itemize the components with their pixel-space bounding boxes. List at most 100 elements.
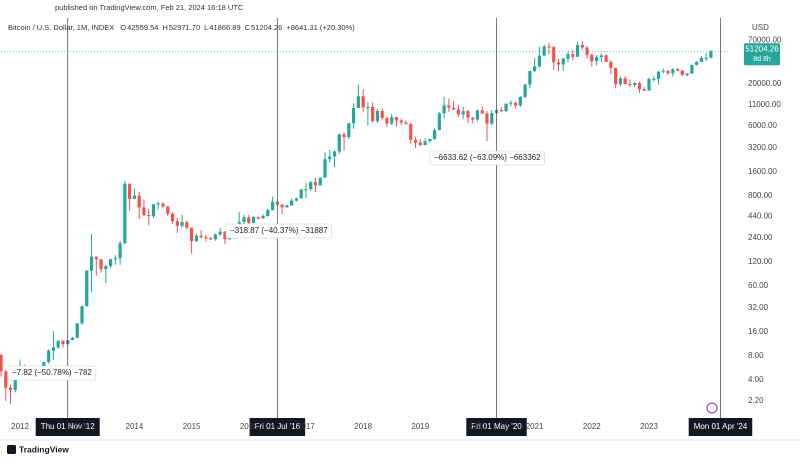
- measure-label: −6633.62 (−63.09%) −663362: [434, 153, 541, 162]
- y-tick-label: 440.00: [748, 212, 773, 221]
- candle-body: [409, 124, 413, 140]
- candle-body: [51, 347, 56, 351]
- candle-body: [609, 61, 613, 68]
- candle-body: [61, 340, 65, 345]
- published-note: published on TradingView.com, Feb 21, 20…: [55, 3, 244, 12]
- candle-body: [104, 266, 108, 270]
- candle-body: [704, 57, 708, 59]
- candle-body: [594, 57, 599, 62]
- candle-body: [394, 117, 399, 121]
- y-tick-label: 240.00: [748, 233, 773, 242]
- candle-body: [533, 66, 537, 72]
- indicator-icon: [706, 402, 718, 414]
- candle-body: [571, 54, 575, 57]
- ohlc-label: C: [245, 23, 251, 32]
- candle-body: [623, 78, 627, 84]
- candle-body: [261, 215, 265, 219]
- candle-body: [418, 142, 422, 146]
- candle-body: [709, 51, 713, 58]
- candle-body: [566, 54, 570, 59]
- candle-body: [242, 217, 246, 222]
- candle-body: [347, 123, 351, 138]
- y-tick-label: 1600.00: [748, 167, 777, 176]
- candle-body: [528, 71, 532, 85]
- candle-body: [428, 139, 432, 142]
- candle-body: [547, 46, 551, 48]
- candle-body: [75, 323, 79, 338]
- candle-body: [99, 259, 103, 270]
- candle-body: [56, 340, 60, 348]
- candle-body: [590, 54, 594, 62]
- candle-body: [113, 258, 117, 260]
- candle-body: [251, 216, 256, 223]
- marker-label-box: [35, 418, 100, 436]
- candle-body: [80, 306, 84, 324]
- candle-body: [247, 217, 251, 223]
- candle-body: [452, 107, 456, 110]
- last-price-box: [744, 43, 780, 66]
- candle-body: [699, 57, 704, 62]
- overlay: Thu 01 Nov '12 Fri 01 Jul '16 Fri 01 May '…: [7, 18, 753, 436]
- candle-body: [199, 235, 203, 238]
- candle-body: [337, 134, 341, 152]
- candle-body: [194, 235, 198, 242]
- candle-body: [170, 213, 175, 222]
- y-tick-label: 3200.00: [748, 143, 777, 152]
- marker-label: Fri 01 May '20: [471, 422, 522, 431]
- candle-body: [437, 113, 441, 131]
- marker-label: Thu 01 Nov '12: [41, 422, 96, 431]
- candle-body: [485, 113, 489, 124]
- candle-body: [647, 78, 651, 91]
- candle-body: [690, 64, 694, 74]
- x-tick-label: 2014: [126, 422, 144, 431]
- candle-body: [142, 207, 146, 216]
- candle-body: [380, 110, 384, 119]
- candle-body: [185, 222, 189, 228]
- icon-ring: [706, 402, 718, 414]
- y-tick-label: 20000.00: [748, 79, 782, 88]
- candle-body: [280, 204, 284, 208]
- ohlc-label: O: [120, 23, 126, 32]
- candle-body: [223, 231, 227, 240]
- x-tick-label: 2022: [583, 422, 601, 431]
- candle-body: [85, 270, 89, 307]
- ohlc-value: 42559.54: [127, 23, 158, 32]
- candle-body: [128, 183, 132, 199]
- marker-label-box: [249, 418, 306, 436]
- ohlc-value: 52971.70: [169, 23, 200, 32]
- candle-body: [509, 102, 513, 104]
- candle-body: [685, 73, 689, 75]
- candle-body: [556, 62, 561, 65]
- candle-body: [475, 110, 480, 120]
- y-tick-label: 6000.00: [748, 121, 777, 130]
- candle-body: [604, 55, 608, 62]
- candle-body: [285, 205, 289, 208]
- candle-body: [642, 89, 646, 91]
- y-tick-label: 4.00: [748, 375, 764, 384]
- plot-area: [0, 40, 730, 405]
- x-tick-label: 2018: [354, 422, 372, 431]
- candle-body: [151, 204, 156, 217]
- candle-body: [633, 83, 637, 86]
- y-tick-label: 800.00: [748, 191, 773, 200]
- candle-body: [342, 134, 346, 138]
- candle-body: [161, 203, 165, 207]
- candle-body: [442, 105, 446, 114]
- candle-body: [270, 201, 275, 211]
- candle-body: [189, 227, 194, 242]
- candle-body: [108, 259, 113, 267]
- measure-label: −7.82 (−50.78%) −782: [12, 368, 92, 377]
- candle-body: [680, 70, 684, 75]
- candle-body: [213, 234, 218, 240]
- candle-body: [266, 210, 270, 216]
- candle-body: [671, 69, 675, 74]
- candle-body: [656, 71, 661, 79]
- x-tick-label: 2015: [183, 422, 201, 431]
- candle-body: [399, 120, 403, 123]
- marker-label: Mon 01 Apr '24: [694, 422, 748, 431]
- ohlc-value: 51204.26: [251, 23, 282, 32]
- candle-body: [4, 371, 8, 388]
